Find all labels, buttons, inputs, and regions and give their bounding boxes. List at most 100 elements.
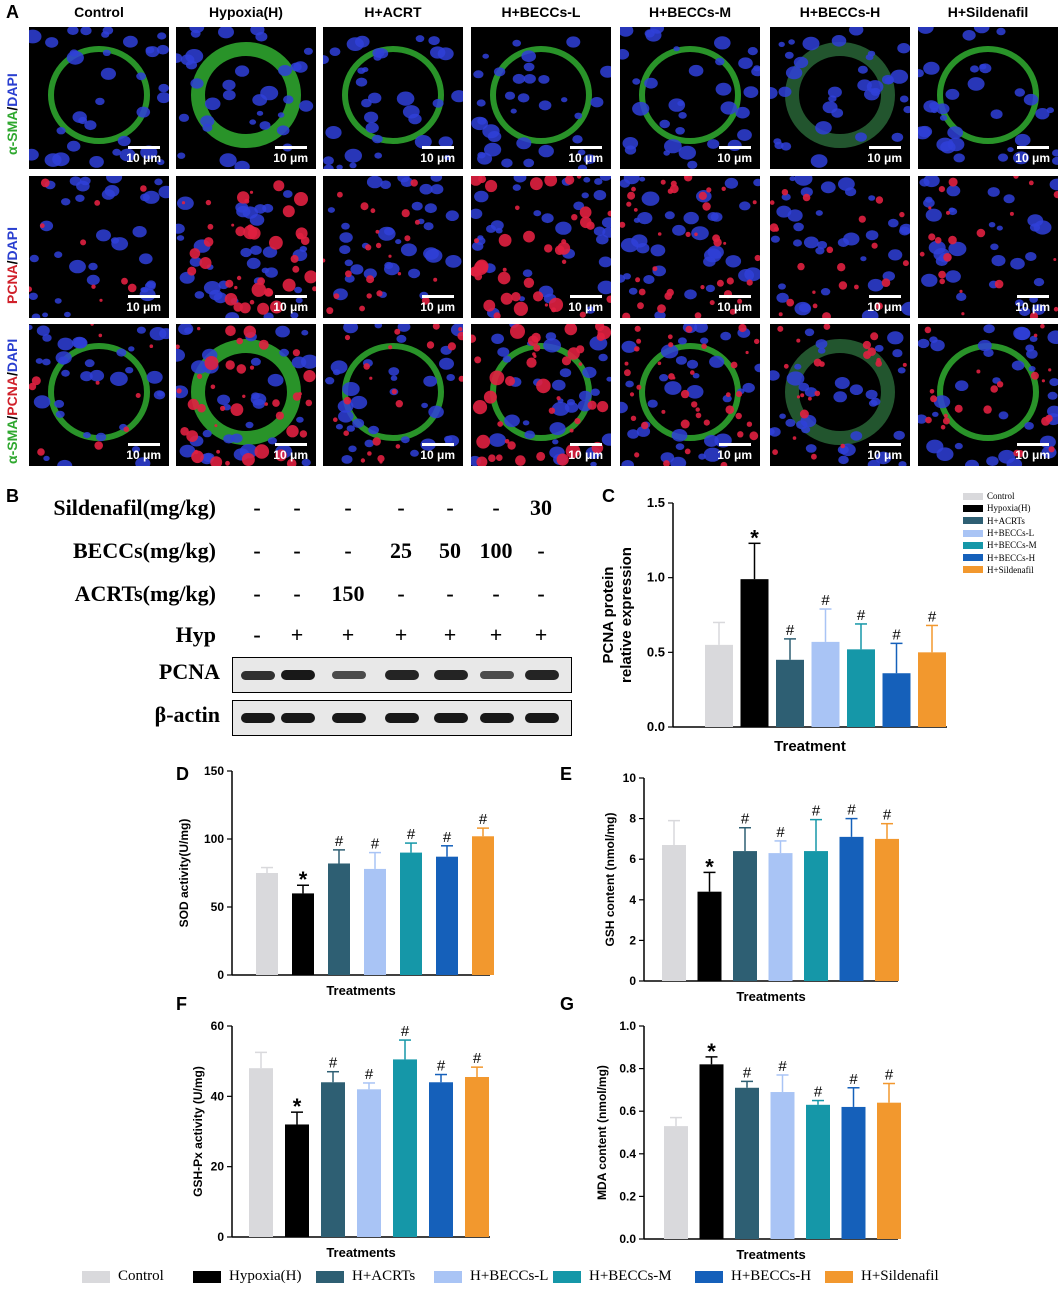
- legend-label: H+BECCs-H: [987, 552, 1036, 563]
- y-axis-label-F: GSH-Px activity (U/mg): [191, 1066, 205, 1197]
- y-tick-label-F: 0: [217, 1230, 224, 1244]
- scale-bar: 10 μm: [867, 443, 902, 462]
- legend-entry: H+BECCs-M: [963, 539, 1037, 551]
- x-axis-label-C: Treatment: [774, 738, 846, 755]
- y-tick-label-E: 0: [629, 974, 636, 988]
- legend-swatch: [193, 1270, 221, 1283]
- blot-dose-value: -: [446, 495, 454, 520]
- micro-image: 10 μm: [770, 324, 910, 466]
- blot-dose-value: -: [492, 495, 500, 520]
- legend-label: H+BECCs-H: [731, 1268, 812, 1284]
- legend-entry: H+ACRTs: [963, 515, 1037, 527]
- legend-swatch: [963, 554, 983, 562]
- scale-bar: 10 μm: [273, 295, 308, 314]
- scale-bar-label: 10 μm: [420, 448, 455, 462]
- legend-swatch: [963, 566, 983, 574]
- micro-image: 10 μm: [323, 176, 463, 318]
- micro-image: 10 μm: [918, 324, 1058, 466]
- bar-F: [285, 1124, 309, 1237]
- y-tick-label-G: 0.6: [619, 1104, 636, 1118]
- scale-bar: 10 μm: [273, 443, 308, 462]
- micro-image: 10 μm: [918, 27, 1058, 169]
- bar-D: [364, 868, 386, 975]
- blot-dose-value: +: [489, 622, 503, 647]
- significance-mark-G: *: [707, 1039, 716, 1064]
- micro-image: 10 μm: [471, 324, 611, 466]
- y-tick-label-E: 10: [623, 771, 637, 785]
- bottom-legend: Control Hypoxia(H) H+ACRTs H+BECCs-L H+BECCs…: [0, 1268, 1059, 1292]
- y-tick-label-G: 0.4: [619, 1147, 636, 1161]
- bar-F: [429, 1082, 453, 1237]
- significance-mark-E: *: [705, 854, 714, 879]
- bar-E: [875, 838, 899, 981]
- y-axis-label-E: GSH content (nmol/mg): [603, 813, 617, 947]
- blot-band: [281, 669, 315, 681]
- blot-dose-value: -: [293, 581, 301, 606]
- significance-mark-F: #: [437, 1058, 446, 1075]
- blot-dose-value: -: [253, 622, 261, 647]
- legend-entry: Hypoxia(H): [963, 502, 1037, 514]
- scale-bar-label: 10 μm: [568, 151, 603, 165]
- blot-band: [480, 671, 514, 679]
- bar-C: [811, 641, 840, 727]
- significance-mark-C: #: [892, 626, 901, 643]
- micro-image: 10 μm: [620, 27, 760, 169]
- scale-bar-label: 10 μm: [126, 300, 161, 314]
- scale-bar-label: 10 μm: [568, 448, 603, 462]
- blot-dose-value: -: [344, 538, 352, 563]
- bar-D: [436, 856, 458, 975]
- legend-label: Hypoxia(H): [987, 503, 1031, 514]
- legend-label: H+Sildenafil: [861, 1268, 939, 1284]
- y-tick-label-D: 50: [211, 900, 225, 914]
- significance-mark-C: #: [821, 592, 830, 609]
- micro-image: 10 μm: [620, 176, 760, 318]
- legend-label: H+ACRTs: [987, 515, 1025, 526]
- y-tick-label-G: 0.2: [619, 1189, 636, 1203]
- significance-mark-D: #: [335, 833, 344, 850]
- micro-image: 10 μm: [323, 324, 463, 466]
- chart-c-legend: Control Hypoxia(H) H+ACRTs H+BECCs-L H+BECCs…: [963, 490, 1037, 576]
- bar-C: [882, 673, 911, 727]
- blot-dose-value: +: [290, 622, 304, 647]
- bar-E: [804, 851, 828, 981]
- legend-entry: H+BECCs-L: [434, 1268, 548, 1285]
- blot-band-label: PCNA: [158, 659, 220, 684]
- legend-swatch: [963, 529, 983, 537]
- blot-dose-value: +: [534, 622, 548, 647]
- blot-dose-value: +: [341, 622, 355, 647]
- micro-image: 10 μm: [770, 27, 910, 169]
- y-tick-label-E: 2: [629, 933, 636, 947]
- bar-E: [733, 851, 757, 981]
- blot-band: [434, 670, 468, 680]
- blot-band: [281, 713, 315, 723]
- blot-dose-value: -: [253, 538, 261, 563]
- y-tick-label-D: 100: [204, 832, 224, 846]
- legend-label: Control: [987, 491, 1015, 502]
- panel-letter-g: G: [560, 994, 575, 1014]
- bar-D: [256, 873, 278, 975]
- legend-swatch: [825, 1270, 853, 1283]
- panel-letter-b: B: [6, 486, 19, 506]
- bar-D: [472, 836, 494, 975]
- pcna-blot: [232, 657, 572, 693]
- y-axis-label-C: PCNA proteinrelative expression: [600, 547, 635, 683]
- y-tick-label-G: 0.0: [619, 1232, 636, 1246]
- legend-swatch: [963, 541, 983, 549]
- significance-mark-G: #: [778, 1058, 787, 1075]
- bar-C: [918, 652, 946, 727]
- legend-entry: Control: [963, 490, 1037, 502]
- scale-bar: 10 μm: [568, 146, 603, 165]
- legend-label: H+Sildenafil: [987, 564, 1034, 575]
- blot-treatment-label: ACRTs(mg/kg): [74, 581, 216, 606]
- y-tick-label-G: 1.0: [619, 1019, 636, 1033]
- micro-image: 10 μm: [176, 324, 316, 466]
- y-tick-label-C: 0.0: [647, 719, 665, 734]
- panel-letter-e: E: [560, 764, 573, 784]
- blot-band: [385, 670, 419, 680]
- legend-swatch: [82, 1270, 110, 1283]
- significance-mark-F: #: [401, 1023, 410, 1040]
- bar-F: [321, 1082, 345, 1237]
- bar-D: [328, 863, 350, 975]
- blot-dose-value: -: [397, 581, 405, 606]
- x-axis-label-E: Treatments: [736, 989, 805, 1004]
